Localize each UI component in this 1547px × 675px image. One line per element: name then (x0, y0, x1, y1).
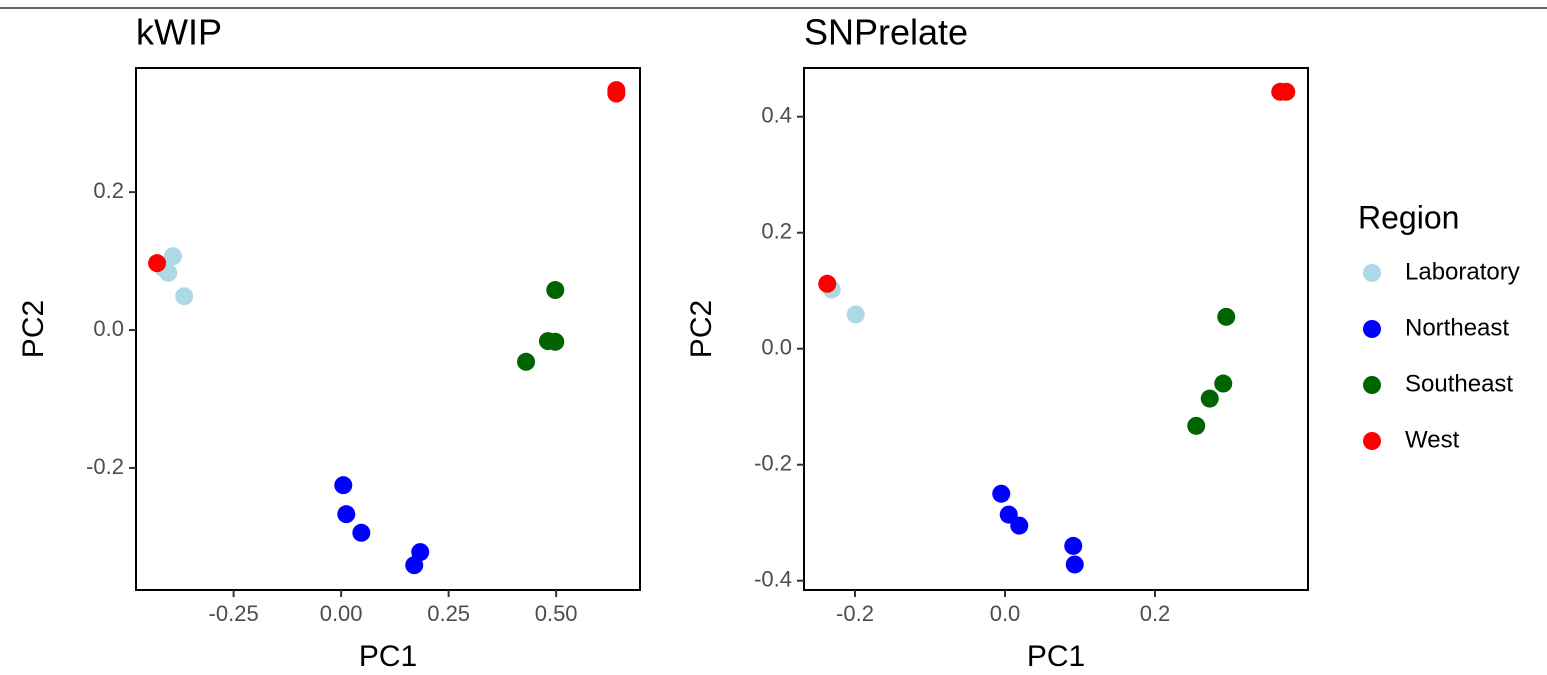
y-tick-label: -0.4 (754, 567, 792, 592)
panel-border (135, 67, 641, 591)
point (992, 484, 1011, 503)
point (148, 254, 167, 273)
point (1277, 82, 1296, 101)
point (818, 274, 837, 293)
point (1010, 516, 1029, 535)
point (1217, 307, 1236, 326)
point (334, 476, 353, 495)
legend-swatch (1363, 376, 1381, 394)
x-tick-label: 0.25 (427, 601, 470, 626)
point (546, 281, 565, 300)
legend-label: Laboratory (1405, 258, 1520, 285)
point (607, 84, 626, 103)
y-axis-title: PC2 (685, 300, 718, 358)
chart-title: SNPrelate (804, 12, 968, 53)
legend-swatch (1363, 264, 1381, 282)
legend-label: Southeast (1405, 370, 1513, 397)
x-axis-title: PC1 (1027, 640, 1085, 673)
point (1064, 536, 1083, 555)
x-tick-label: -0.2 (836, 601, 874, 626)
x-tick-label: 0.50 (535, 601, 578, 626)
point (405, 556, 424, 575)
point (175, 287, 194, 306)
y-axis-title: PC2 (17, 300, 50, 358)
y-tick-label: 0.2 (93, 178, 124, 203)
point (337, 505, 356, 524)
point (517, 352, 536, 371)
y-tick-label: 0.0 (93, 316, 124, 341)
point (1214, 374, 1233, 393)
point (846, 305, 865, 324)
point (1187, 416, 1206, 435)
chart-title: kWIP (136, 12, 222, 53)
x-tick-label: 0.2 (1140, 601, 1171, 626)
x-tick-label: 0.00 (320, 601, 363, 626)
point (1065, 555, 1084, 574)
y-tick-label: 0.4 (761, 103, 792, 128)
point (163, 247, 182, 266)
panel-border (803, 67, 1309, 591)
point (1200, 389, 1219, 408)
x-axis-title: PC1 (359, 640, 417, 673)
legend-label: West (1405, 426, 1460, 453)
y-tick-label: 0.0 (761, 335, 792, 360)
y-tick-label: -0.2 (86, 454, 124, 479)
y-tick-label: -0.2 (754, 451, 792, 476)
legend-swatch (1363, 320, 1381, 338)
x-tick-label: 0.0 (990, 601, 1021, 626)
legend-title: Region (1358, 199, 1459, 235)
x-tick-label: -0.25 (209, 601, 259, 626)
y-tick-label: 0.2 (761, 219, 792, 244)
point (352, 523, 371, 542)
legend-swatch (1363, 432, 1381, 450)
point (546, 332, 565, 351)
legend-label: Northeast (1405, 314, 1509, 341)
